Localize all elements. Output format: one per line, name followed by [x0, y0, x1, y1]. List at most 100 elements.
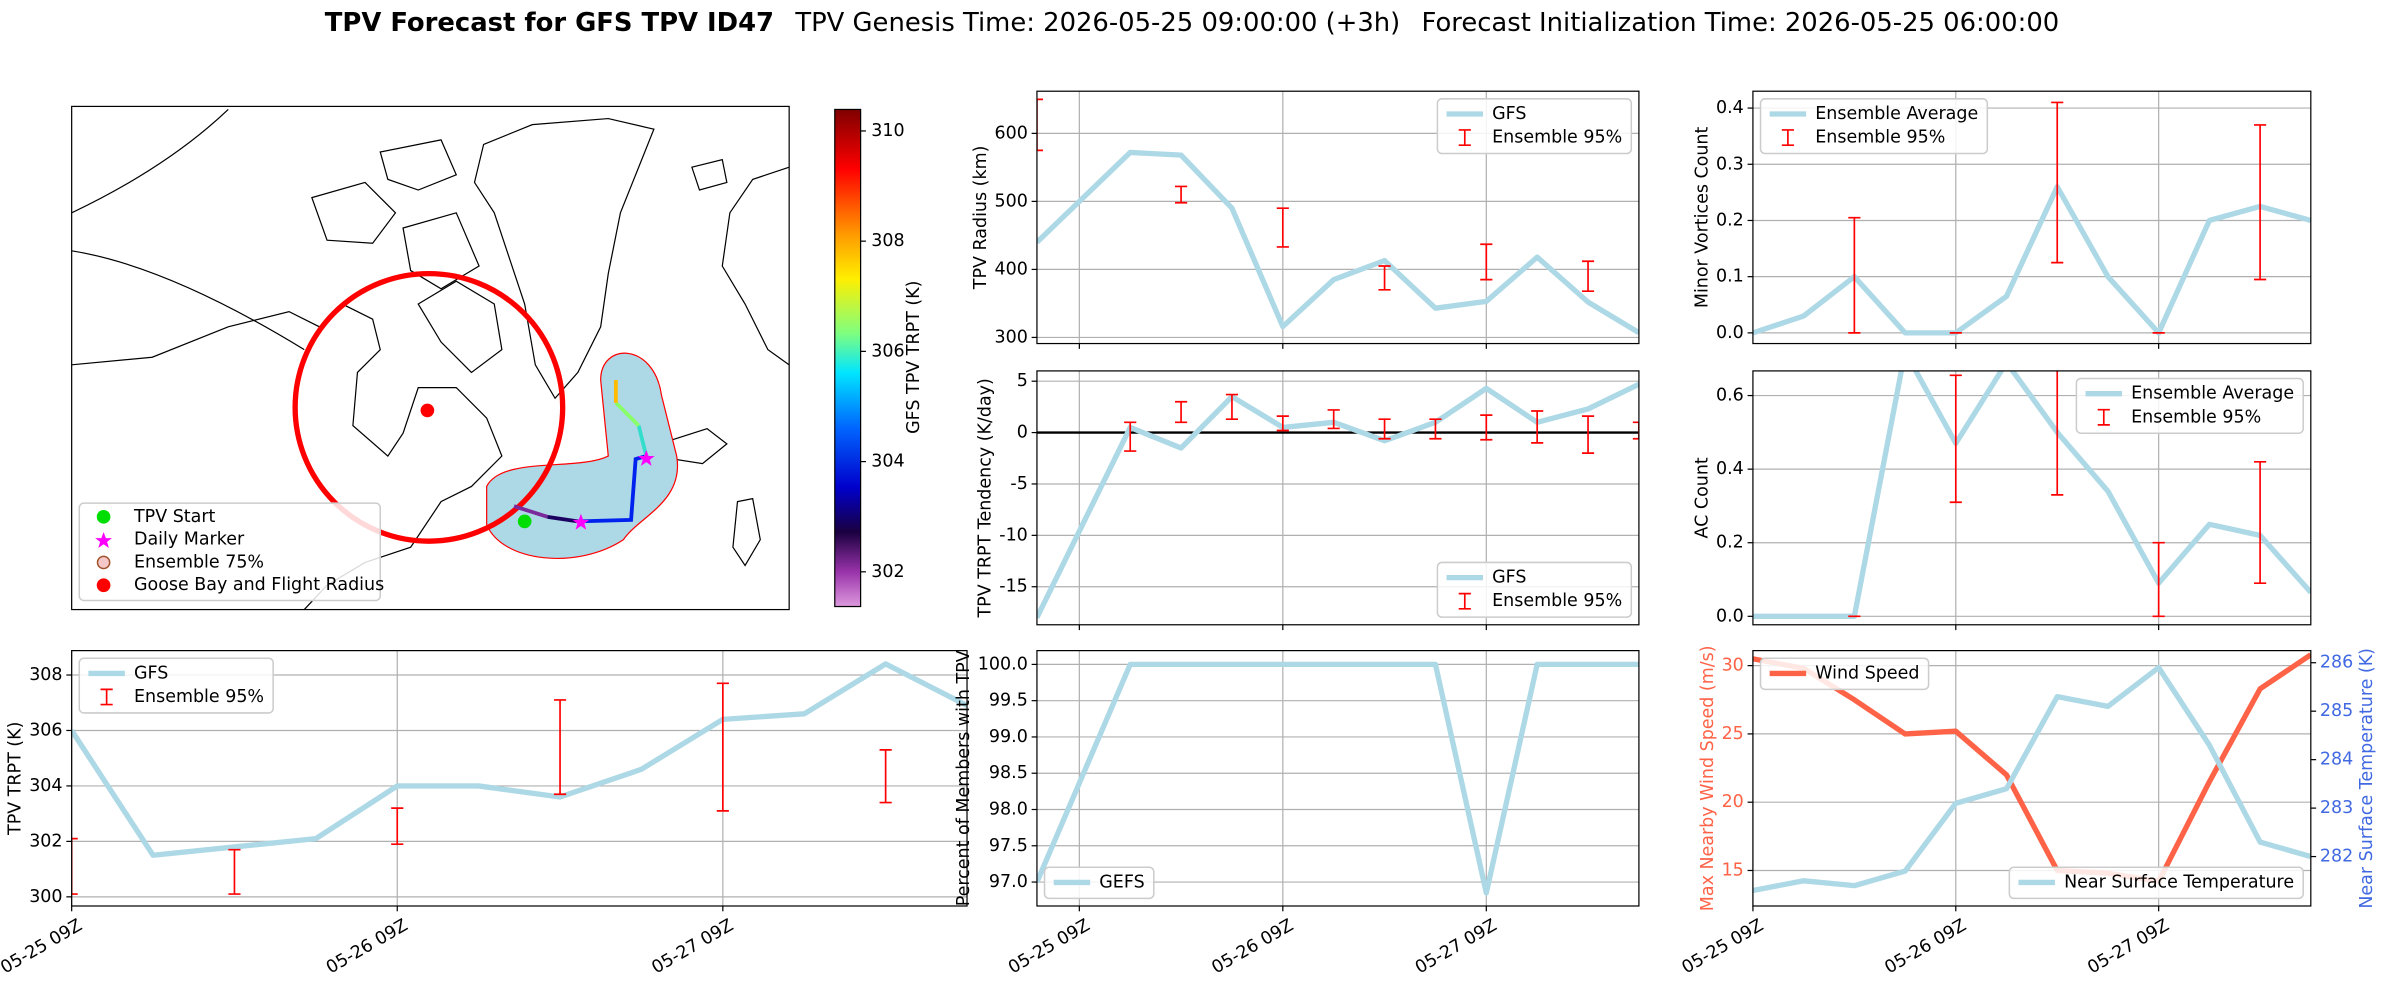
y-axis-label: Percent of Members with TPV [954, 650, 974, 906]
y-tick-label: 0.2 [1716, 533, 1744, 553]
y-tick-label: 15 [1722, 860, 1744, 880]
error-bar [228, 848, 241, 895]
series-line [1752, 184, 2311, 336]
legend-swatch [2097, 408, 2110, 426]
y-tick-label: 98.0 [989, 800, 1028, 820]
island [691, 158, 728, 191]
legend: GEFS [1043, 866, 1155, 900]
error-bar [1581, 260, 1595, 293]
y-tick-label: 300 [994, 327, 1027, 347]
y-tick-label: 300 [29, 887, 62, 907]
y-tick-label: 97.0 [989, 872, 1028, 892]
colorbar-tick-label: 308 [871, 231, 904, 251]
error-bar [1531, 410, 1544, 444]
error-bar [1848, 216, 1861, 334]
error-bar [1480, 414, 1493, 441]
y-tick-label: 0 [1017, 423, 1028, 443]
error-bar [2152, 541, 2165, 618]
series-line [1752, 370, 2311, 619]
plot-frame [71, 650, 968, 907]
y-axis-label: TPV TRPT Tendency (K/day) [976, 378, 996, 618]
map-frame [71, 105, 790, 611]
error-bar [71, 837, 78, 895]
y-tick-label: 99.0 [989, 727, 1028, 747]
y-tick-label: 98.5 [989, 763, 1028, 783]
boundary [71, 109, 229, 214]
legend-marker [96, 555, 111, 570]
legend-swatch [1458, 129, 1471, 147]
island [379, 139, 458, 191]
legend-label: TPV Start [133, 507, 216, 527]
legend: GFS Ensemble 95% [78, 657, 274, 714]
error-bar [1378, 265, 1391, 291]
track-segment [547, 514, 579, 524]
flight-radius [292, 270, 566, 544]
error-bar [2051, 370, 2064, 496]
y-tick-label: 20 [1722, 792, 1744, 812]
legend-label: GFS [134, 663, 168, 683]
figure-title: TPV Forecast for GFS TPV ID47 TPV Genesis… [325, 7, 2059, 37]
map: TPV Start Daily Marker Ensemble 75% Goos… [71, 105, 924, 611]
plot-frame [1752, 370, 2312, 626]
plot-series [1036, 98, 1639, 335]
legend-label: Ensemble Average [1815, 104, 1978, 124]
y-axis-label: TPV TRPT (K) [6, 722, 26, 836]
island [732, 497, 761, 567]
legend-label: Wind Speed [1815, 663, 1919, 683]
coastline [721, 166, 790, 366]
y-tick-label: 400 [994, 259, 1027, 279]
error-bar [1581, 415, 1595, 454]
plot-frame [1036, 90, 1640, 345]
error-bar [879, 749, 892, 804]
legend-marker [96, 578, 111, 593]
track-segment [614, 401, 641, 427]
plot-frame [1752, 650, 2312, 907]
series-line [1752, 664, 2311, 894]
plot-frame [1752, 90, 2312, 345]
legend-label: Ensemble 95% [134, 687, 264, 707]
colorbar-label: GFS TPV TRPT (K) [904, 281, 924, 434]
y-tick-label: 97.5 [989, 836, 1028, 856]
legend: GFS Ensemble 95% [1436, 98, 1633, 155]
legend-label: Ensemble 95% [2131, 407, 2261, 427]
y2-axis-label: Near Surface Temperature (K) [2357, 648, 2377, 909]
legend-box [1759, 657, 1930, 691]
series-line [1036, 381, 1639, 619]
series-line [1036, 149, 1639, 335]
greenland [473, 117, 655, 400]
error-bar [1276, 207, 1289, 248]
legend-label: Ensemble 95% [1815, 128, 1945, 148]
y-axis-label: Max Nearby Wind Speed (m/s) [1698, 645, 1718, 911]
y-tick-label: 30 [1722, 656, 1744, 676]
plot-series [71, 661, 968, 895]
colorbar [834, 108, 862, 608]
plot-series [1036, 381, 1639, 619]
legend-box [1043, 866, 1155, 900]
error-bar [2051, 101, 2064, 264]
y-tick-label: 0.1 [1716, 267, 1744, 287]
legend-label: Goose Bay and Flight Radius [134, 575, 384, 595]
title-main: TPV Forecast for GFS TPV ID47 [325, 7, 774, 37]
legend-label: Daily Marker [134, 530, 245, 550]
error-bar [1632, 421, 1639, 440]
legend-swatch [1781, 129, 1794, 147]
y-tick-label: 0.6 [1716, 386, 1744, 406]
legend: GFS Ensemble 95% [1436, 561, 1633, 618]
plot-series [1752, 101, 2311, 336]
y2-tick-label: 282 [2320, 847, 2353, 867]
error-bar [553, 699, 567, 796]
legend-label: Ensemble 75% [134, 552, 264, 572]
colorbar-tick-label: 304 [871, 452, 904, 472]
daily-marker [572, 513, 590, 530]
y-tick-label: 99.5 [989, 691, 1028, 711]
error-bar [1378, 418, 1391, 440]
legend-box [1759, 98, 1989, 155]
y2-tick-label: 286 [2320, 653, 2353, 673]
plot-series [1752, 652, 2311, 894]
plot-frame [1036, 370, 1640, 626]
error-bar [2254, 460, 2267, 585]
legend-box [1436, 561, 1633, 618]
legend: Near Surface Temperature [2008, 866, 2304, 900]
coastline [71, 303, 503, 610]
y2-tick-label: 284 [2320, 750, 2353, 770]
